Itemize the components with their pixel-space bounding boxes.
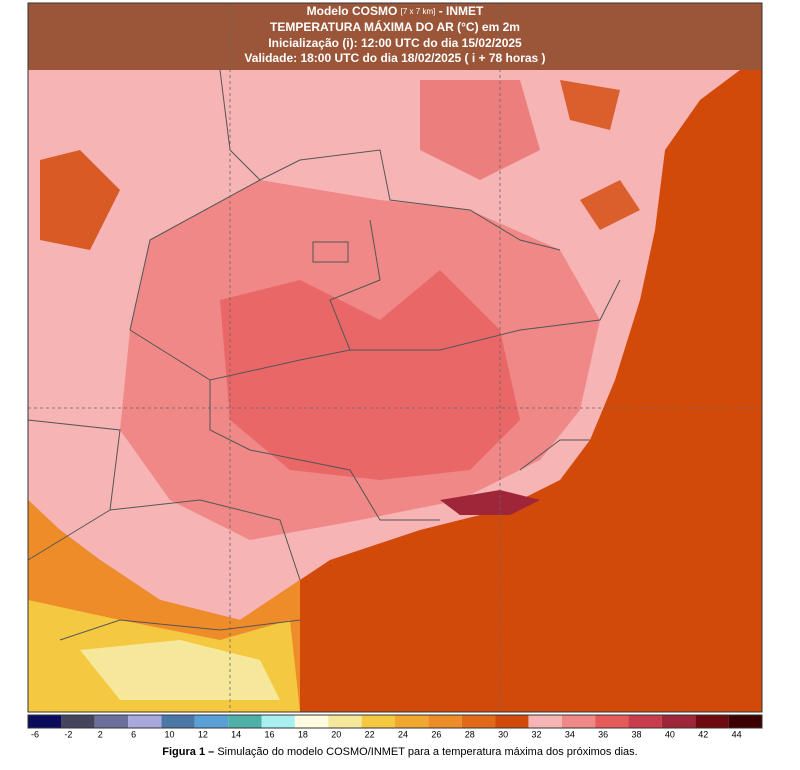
colorbar-swatch xyxy=(628,715,662,728)
colorbar-swatch xyxy=(194,715,229,728)
colorbar-label: 24 xyxy=(398,729,408,739)
colorbar-swatch xyxy=(94,715,129,728)
colorbar-label: 28 xyxy=(465,729,475,739)
colorbar-swatch xyxy=(495,715,529,728)
colorbar-label: 16 xyxy=(265,729,275,739)
colorbar-label: 42 xyxy=(698,729,708,739)
colorbar-swatch xyxy=(561,715,596,728)
model: Modelo COSMO xyxy=(307,4,398,18)
colorbar-label: 20 xyxy=(331,729,341,739)
caption-text: Simulação do modelo COSMO/INMET para a t… xyxy=(217,746,637,758)
colorbar-label: 30 xyxy=(498,729,508,739)
colorbar-swatch xyxy=(428,715,462,728)
colorbar-label: 18 xyxy=(298,729,308,739)
colorbar-label: 26 xyxy=(431,729,441,739)
colorbar-label: 14 xyxy=(231,729,241,739)
colorbar-swatch xyxy=(61,715,95,728)
caption: Figura 1 – Simulação do modelo COSMO/INM… xyxy=(162,746,637,758)
colorbar-swatch xyxy=(361,715,395,728)
colorbar-swatch xyxy=(461,715,496,728)
caption-lead: Figura 1 – xyxy=(162,746,214,758)
colorbar-swatch xyxy=(261,715,295,728)
colorbar: -6 -2 2 6 10 12 14 16 18 20 22 24 26 28 30 32 34 36 38 40 42… xyxy=(27,714,763,739)
colorbar-frame xyxy=(27,714,763,729)
colorbar-label: -6 xyxy=(31,729,39,739)
colorbar-label: 44 xyxy=(732,729,742,739)
colorbar-label: 6 xyxy=(131,729,136,739)
agency: - INMET xyxy=(439,4,484,18)
colorbar-swatch xyxy=(395,715,429,728)
colorbar-label: 22 xyxy=(365,729,375,739)
colorbar-swatch xyxy=(228,715,262,728)
resolution: [7 x 7 km] xyxy=(401,7,436,16)
header-title: TEMPERATURA MÁXIMA DO AR (°C) em 2m xyxy=(270,19,520,34)
header-validity: Validade: 18:00 UTC do dia 18/02/2025 ( … xyxy=(244,51,545,65)
colorbar-swatch xyxy=(595,715,629,728)
colorbar-swatch xyxy=(328,715,362,728)
colorbar-label: 36 xyxy=(598,729,608,739)
colorbar-swatch xyxy=(294,715,329,728)
header-model-line: Modelo COSMO [7 x 7 km] - INMET xyxy=(307,4,484,18)
colorbar-swatch xyxy=(695,715,729,728)
colorbar-label: 10 xyxy=(164,729,174,739)
colorbar-label: 34 xyxy=(565,729,575,739)
colorbar-swatch xyxy=(728,715,762,728)
colorbar-label: -2 xyxy=(64,729,72,739)
colorbar-swatch xyxy=(28,715,62,728)
colorbar-swatch xyxy=(528,715,562,728)
colorbar-swatch xyxy=(661,715,696,728)
header-init: Inicialização (i): 12:00 UTC do dia 15/0… xyxy=(268,36,522,50)
colorbar-label: 12 xyxy=(198,729,208,739)
colorbar-label: 40 xyxy=(665,729,675,739)
colorbar-label: 38 xyxy=(632,729,642,739)
map xyxy=(27,2,763,713)
map-header: Modelo COSMO [7 x 7 km] - INMET TEMPERAT… xyxy=(244,4,545,65)
colorbar-label: 32 xyxy=(531,729,541,739)
colorbar-label: 2 xyxy=(98,729,103,739)
colorbar-swatch xyxy=(161,715,195,728)
colorbar-swatch xyxy=(128,715,162,728)
